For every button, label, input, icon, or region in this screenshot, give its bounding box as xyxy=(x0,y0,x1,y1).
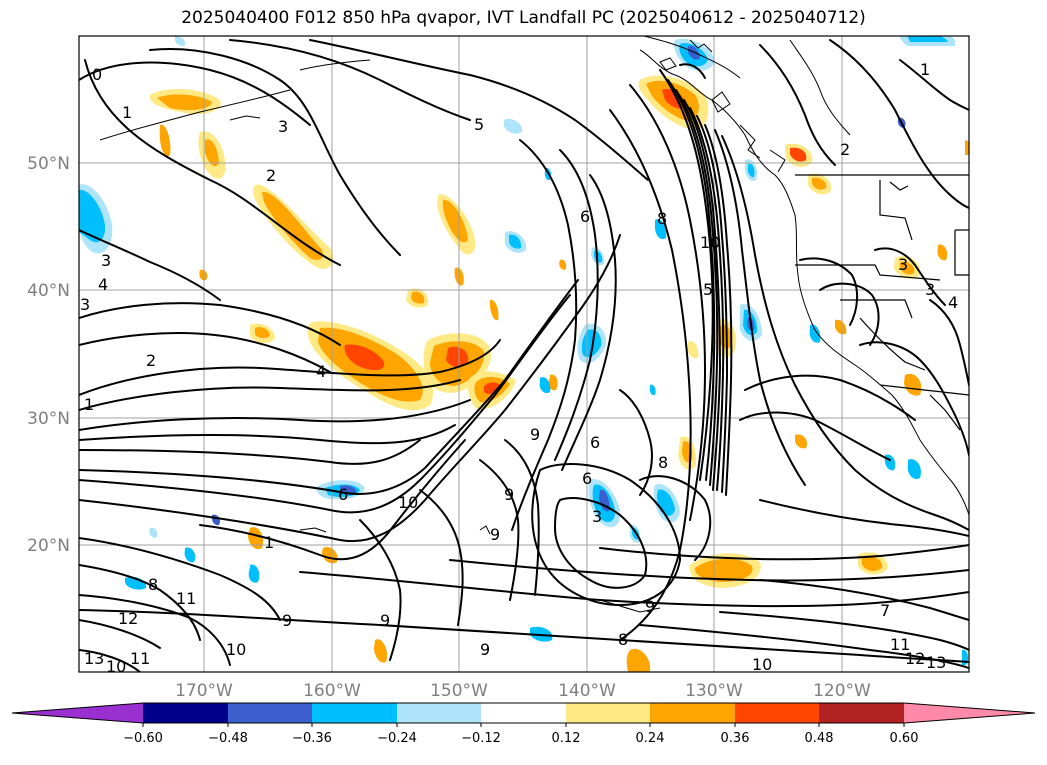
colorbar-bin-1 xyxy=(143,703,228,723)
colorbar-bin-9 xyxy=(819,703,904,723)
lon-label-160w: 160°W xyxy=(303,681,361,701)
colorbar-bin-4 xyxy=(397,703,481,723)
svg-text:6: 6 xyxy=(590,433,600,452)
svg-text:4: 4 xyxy=(316,362,326,381)
lon-label-150w: 150°W xyxy=(430,681,488,701)
svg-text:5: 5 xyxy=(703,280,713,299)
map-frame xyxy=(78,35,970,673)
svg-text:3: 3 xyxy=(592,507,602,526)
latitude-labels: 50°N 40°N 30°N 20°N xyxy=(27,154,70,556)
lon-label-130w: 130°W xyxy=(685,681,743,701)
svg-text:9: 9 xyxy=(282,611,292,630)
chart-title: 2025040400 F012 850 hPa qvapor, IVT Land… xyxy=(181,8,866,28)
svg-text:1: 1 xyxy=(122,103,132,122)
lat-label-30n: 30°N xyxy=(27,409,70,429)
svg-text:3: 3 xyxy=(925,280,935,299)
svg-text:2: 2 xyxy=(146,351,156,370)
colorbar-tick-label: 0.36 xyxy=(721,731,750,746)
colorbar-tick-label: −0.60 xyxy=(123,731,163,746)
colorbar-tick-label: −0.36 xyxy=(292,731,332,746)
svg-text:3: 3 xyxy=(101,251,111,270)
svg-text:10: 10 xyxy=(226,640,246,659)
ivt-contours xyxy=(79,39,969,672)
colorbar-tick-label: 0.48 xyxy=(805,731,834,746)
colorbar-extend-max xyxy=(904,703,1035,723)
colorbar: −0.60 −0.48 −0.36 −0.24 −0.12 0.12 0.24 … xyxy=(11,702,1036,746)
colorbar-tick-label: −0.24 xyxy=(377,731,417,746)
svg-text:6: 6 xyxy=(338,485,348,504)
svg-text:9: 9 xyxy=(490,525,500,544)
lon-label-120w: 120°W xyxy=(813,681,871,701)
colorbar-tick-label: 0.60 xyxy=(890,731,919,746)
svg-text:11: 11 xyxy=(890,635,910,654)
colorbar-bin-5 xyxy=(481,703,566,723)
svg-text:10: 10 xyxy=(752,655,772,674)
svg-text:6: 6 xyxy=(582,469,592,488)
svg-text:1: 1 xyxy=(920,60,930,79)
svg-text:4: 4 xyxy=(948,293,958,312)
colorbar-bin-8 xyxy=(735,703,819,723)
lat-label-50n: 50°N xyxy=(27,154,70,174)
svg-text:1: 1 xyxy=(84,395,94,414)
svg-text:0: 0 xyxy=(92,65,102,84)
svg-text:2: 2 xyxy=(266,166,276,185)
colorbar-tick-labels: −0.60 −0.48 −0.36 −0.24 −0.12 0.12 0.24 … xyxy=(123,731,918,746)
svg-text:7: 7 xyxy=(880,601,890,620)
svg-text:12: 12 xyxy=(905,649,925,668)
svg-text:8: 8 xyxy=(658,453,668,472)
svg-text:9: 9 xyxy=(480,640,490,659)
colorbar-tick-label: −0.12 xyxy=(461,731,501,746)
colorbar-ticks xyxy=(142,723,905,727)
colorbar-tick-label: 0.24 xyxy=(636,731,665,746)
anomaly-fills xyxy=(79,36,969,672)
svg-text:4: 4 xyxy=(98,275,108,294)
svg-text:10: 10 xyxy=(700,233,720,252)
svg-text:8: 8 xyxy=(657,209,667,228)
svg-text:3: 3 xyxy=(898,255,908,274)
lat-label-40n: 40°N xyxy=(27,281,70,301)
contour-labels: 0 1 3 5 2 6 8 10 4 3 2 1 3 4 10 9 6 6 8 … xyxy=(80,60,958,676)
svg-text:11: 11 xyxy=(130,649,150,668)
svg-text:2: 2 xyxy=(840,140,850,159)
lat-label-20n: 20°N xyxy=(27,536,70,556)
lon-label-140w: 140°W xyxy=(558,681,616,701)
colorbar-tick-label: 0.12 xyxy=(552,731,581,746)
svg-text:3: 3 xyxy=(80,295,90,314)
map-content: 0 1 3 5 2 6 8 10 4 3 2 1 3 4 10 9 6 6 8 … xyxy=(79,36,969,676)
svg-text:8: 8 xyxy=(148,575,158,594)
svg-text:10: 10 xyxy=(106,657,126,676)
svg-text:3: 3 xyxy=(278,117,288,136)
svg-text:8: 8 xyxy=(618,630,628,649)
colorbar-bin-6 xyxy=(566,703,650,723)
svg-text:10: 10 xyxy=(398,493,418,512)
longitude-labels: 170°W 160°W 150°W 140°W 130°W 120°W xyxy=(175,681,871,701)
svg-text:1: 1 xyxy=(264,533,274,552)
svg-text:12: 12 xyxy=(118,609,138,628)
colorbar-extend-min xyxy=(12,703,143,723)
coastlines xyxy=(99,36,969,613)
svg-text:6: 6 xyxy=(580,207,590,226)
colorbar-tick-label: −0.48 xyxy=(208,731,248,746)
svg-text:5: 5 xyxy=(474,115,484,134)
positive-anomaly-fills xyxy=(149,75,969,672)
colorbar-bin-7 xyxy=(650,703,735,723)
svg-text:9: 9 xyxy=(645,597,655,616)
colorbar-bin-3 xyxy=(312,703,397,723)
svg-text:11: 11 xyxy=(176,589,196,608)
colorbar-bin-2 xyxy=(228,703,312,723)
svg-text:9: 9 xyxy=(504,485,514,504)
lon-label-170w: 170°W xyxy=(175,681,233,701)
svg-text:9: 9 xyxy=(530,425,540,444)
svg-text:13: 13 xyxy=(926,653,946,672)
svg-text:9: 9 xyxy=(380,611,390,630)
political-borders xyxy=(795,174,969,431)
svg-text:13: 13 xyxy=(84,649,104,668)
